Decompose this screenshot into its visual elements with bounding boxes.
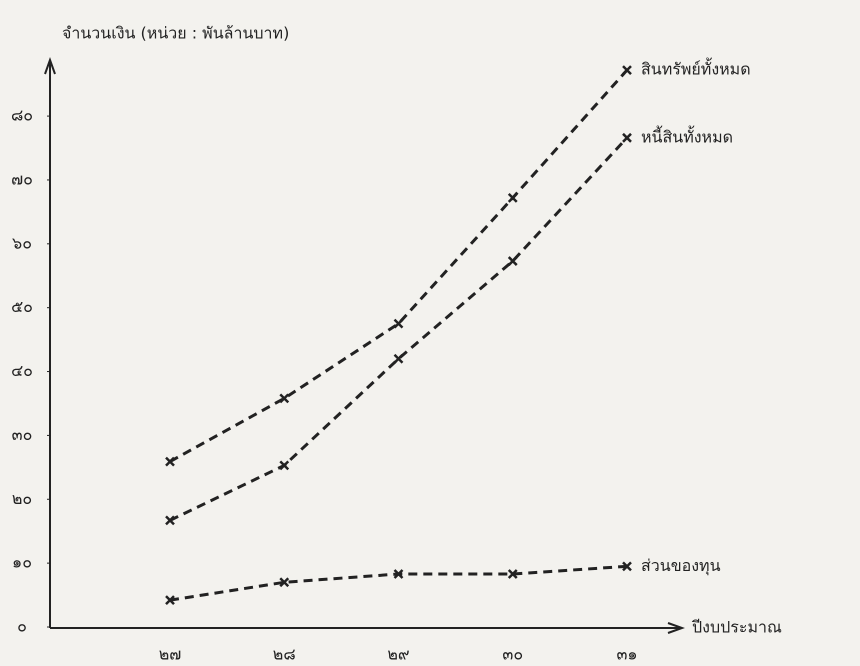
x-axis-arrow bbox=[667, 622, 685, 634]
y-tick-label: ๐ bbox=[17, 617, 27, 636]
point-marker bbox=[279, 460, 290, 471]
point-marker bbox=[393, 569, 404, 579]
series-label: ส่วนของทุน bbox=[641, 556, 721, 576]
point-marker bbox=[393, 353, 404, 364]
y-tick-label: ๗๐ bbox=[11, 169, 33, 188]
point-marker bbox=[279, 393, 290, 404]
series-label: สินทรัพย์ทั้งหมด bbox=[641, 58, 751, 79]
point-marker bbox=[165, 595, 175, 606]
point-marker bbox=[393, 318, 404, 329]
point-marker bbox=[622, 65, 632, 75]
point-marker bbox=[507, 256, 518, 266]
y-tick-label: ๔๐ bbox=[11, 361, 33, 380]
point-marker bbox=[279, 577, 290, 588]
x-tick-label: ๓๐ bbox=[502, 645, 523, 664]
x-axis-label: ปีงบประมาณ bbox=[692, 618, 782, 637]
x-tick-label: ๒๙ bbox=[387, 645, 409, 664]
point-marker bbox=[507, 192, 518, 203]
y-tick-label: ๕๐ bbox=[11, 297, 33, 316]
y-tick-label: ๓๐ bbox=[12, 425, 33, 444]
point-marker bbox=[165, 456, 175, 467]
y-tick-label: ๖๐ bbox=[12, 233, 32, 252]
y-axis-arrow bbox=[44, 57, 56, 75]
series-label: หนี้สินทั้งหมด bbox=[641, 125, 733, 146]
y-tick-label: ๑๐ bbox=[12, 553, 32, 572]
point-marker bbox=[622, 132, 632, 143]
x-tick-label: ๒๗ bbox=[159, 645, 182, 664]
point-marker bbox=[165, 515, 175, 526]
y-tick-label: ๒๐ bbox=[12, 489, 32, 508]
x-tick-label: ๓๑ bbox=[616, 645, 637, 664]
y-tick-label: ๘๐ bbox=[11, 106, 33, 125]
x-tick-label: ๒๘ bbox=[273, 645, 296, 664]
y-axis-label: จำนวนเงิน (หน่วย : พันล้านบาท) bbox=[62, 24, 289, 43]
point-marker bbox=[507, 569, 518, 579]
point-marker bbox=[622, 561, 632, 572]
